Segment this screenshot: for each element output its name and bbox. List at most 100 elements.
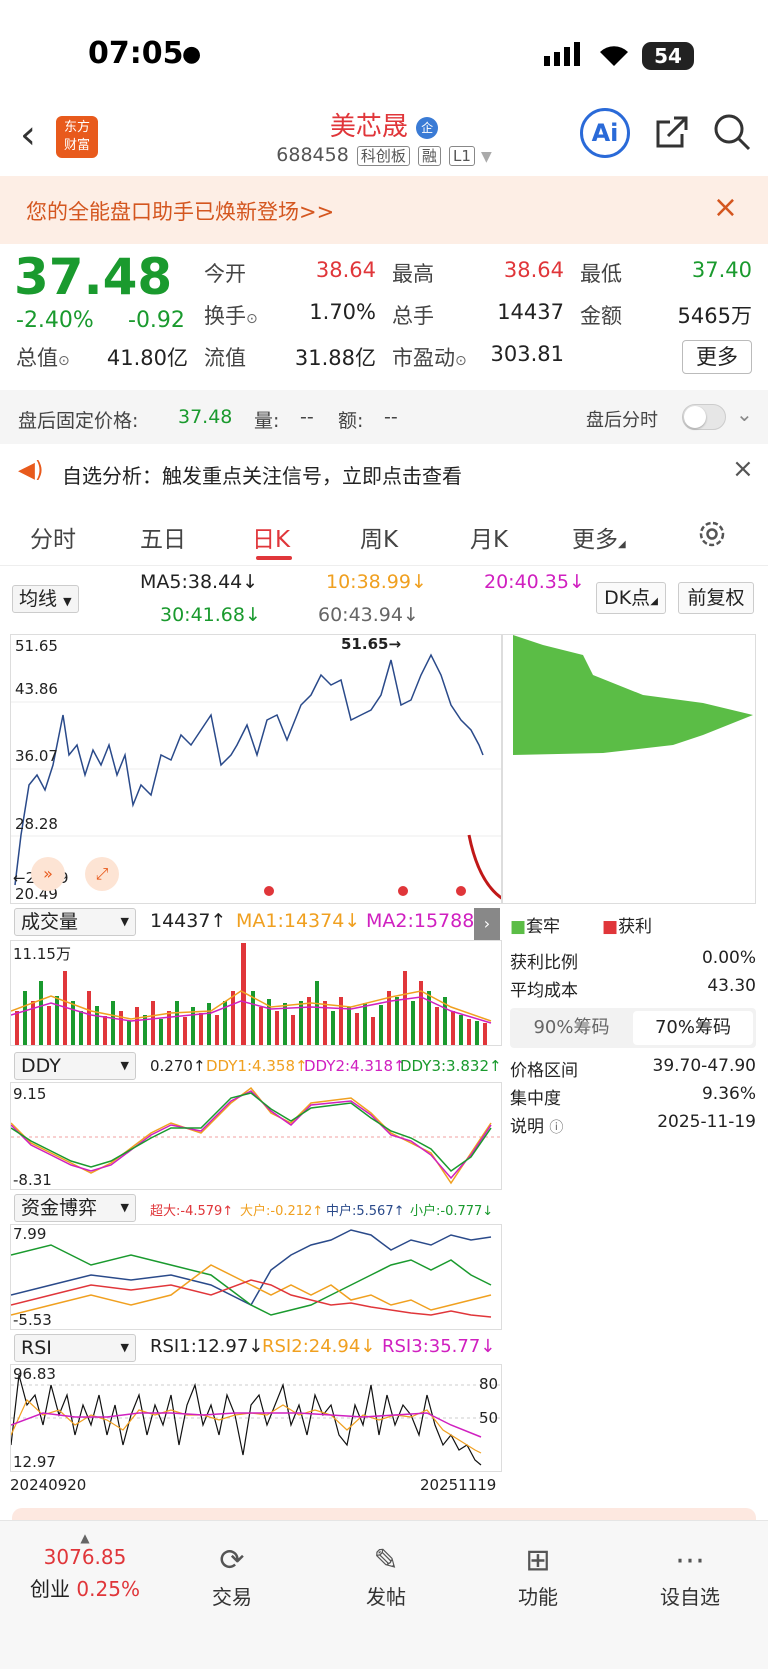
ai-button[interactable]: Ai <box>580 108 630 158</box>
tab-monthly-k[interactable]: 月K <box>470 527 509 553</box>
expand-icon[interactable]: ⤢ <box>85 857 119 891</box>
after-hours-toggle[interactable] <box>682 404 726 430</box>
drawer-edge <box>12 1508 756 1520</box>
speaker-icon: ◀) <box>18 458 44 483</box>
fund-chart: 7.99 -5.53 <box>10 1224 502 1330</box>
price-line <box>14 653 484 886</box>
ddy-value: 0.270↑ <box>150 1057 206 1075</box>
tab-weekly-k[interactable]: 周K <box>360 527 399 553</box>
tag-level: L1 <box>448 146 475 166</box>
wifi-icon <box>596 40 632 72</box>
close-icon[interactable]: × <box>732 454 754 484</box>
max-label: 51.65→ <box>341 635 401 653</box>
after-hours-price: 37.48 <box>178 406 233 428</box>
quote-label-amount: 金额 <box>580 304 622 328</box>
tab-chip-90[interactable]: 90%筹码 <box>533 1017 610 1038</box>
ddy2-value: DDY2:4.318↑ <box>304 1057 406 1075</box>
more-button[interactable]: 更多 <box>682 340 752 374</box>
after-hours-vol: -- <box>300 406 314 428</box>
adjust-button[interactable]: 前复权 <box>678 582 754 614</box>
status-bar: 07:05 ● 54 <box>0 0 768 110</box>
rsi3-value: RSI3:35.77↓ <box>382 1336 496 1357</box>
rsi2-value: RSI2:24.94↓ <box>262 1336 376 1357</box>
gear-icon[interactable] <box>696 518 728 554</box>
tab-intraday[interactable]: 分时 <box>30 527 76 553</box>
ddy-selector[interactable]: DDY ▼ <box>14 1052 136 1080</box>
collapse-icon[interactable]: » <box>31 857 65 891</box>
quote-label-open: 今开 <box>204 262 246 286</box>
axis-y2: 43.86 <box>15 680 58 698</box>
nav-header: ‹ 东方 财富 美芯晟 企 688458 科创板 融 L1 ▼ Ai <box>0 100 768 176</box>
fund-axis-top: 7.99 <box>13 1225 47 1243</box>
battery-icon: 54 <box>642 42 694 70</box>
quote-value-amount: 5465万 <box>677 304 752 328</box>
banner-text[interactable]: 您的全能盘口助手已焕新登场>> <box>26 200 335 224</box>
ddy-axis-bottom: -8.31 <box>13 1171 52 1189</box>
quote-label-high: 最高 <box>392 262 434 286</box>
fund-small-line <box>10 1244 492 1316</box>
quote-label-mktcap: 总值⊙ <box>16 346 70 370</box>
dk-point-button[interactable]: DK点◢ <box>596 582 666 614</box>
chip-distribution-chart <box>502 634 756 904</box>
search-icon[interactable] <box>712 112 752 156</box>
ddy3-value: DDY3:3.832↑ <box>400 1057 502 1075</box>
back-icon[interactable]: ‹ <box>20 112 36 158</box>
chip-row-note: 说明 ⓘ 2025-11-19 <box>510 1112 756 1137</box>
chevron-right-icon[interactable]: › <box>474 908 500 940</box>
chevron-down-icon[interactable]: ▼ <box>480 149 492 165</box>
add-watchlist-button[interactable]: ⋯ 设自选 <box>640 1541 740 1610</box>
tab-chip-70[interactable]: 70%筹码 <box>633 1011 753 1045</box>
after-hours-bar: 盘后固定价格: 37.48 量: -- 额: -- 盘后分时 ⌄ <box>0 390 768 444</box>
quote-label-pe: 市盈动⊙ <box>392 346 467 370</box>
fund-large: 大户:-0.212↑ <box>240 1204 324 1219</box>
change-percent: -2.40% <box>16 308 94 333</box>
trade-button[interactable]: ⟳ 交易 <box>182 1541 282 1610</box>
stock-code: 688458 科创板 融 L1 ▼ <box>276 144 492 166</box>
tag-board: 科创板 <box>356 146 410 166</box>
ddy1-value: DDY1:4.358↑ <box>206 1057 308 1075</box>
info-icon: ⓘ <box>549 1120 564 1136</box>
tab-daily-k[interactable]: 日K <box>252 527 291 553</box>
after-hours-toggle-label: 盘后分时 <box>586 410 658 431</box>
enterprise-badge: 企 <box>416 116 439 139</box>
fund-axis-bottom: -5.53 <box>13 1311 52 1329</box>
stock-name: 美芯晟 企 <box>0 106 768 143</box>
ma-selector[interactable]: 均线 ▼ <box>12 585 79 613</box>
tab-more[interactable]: 更多◢ <box>572 527 626 553</box>
tab-5day[interactable]: 五日 <box>140 527 186 553</box>
rsi2-line <box>10 1398 482 1454</box>
bottom-bar: ▲ 3076.85 创业 0.25% ⟳ 交易 ✎ 发帖 ⊞ 功能 ⋯ 设自选 <box>0 1520 768 1669</box>
period-tabs: 分时 五日 日K 周K 月K 更多◢ <box>0 506 768 566</box>
rsi-selector[interactable]: RSI ▼ <box>14 1334 136 1362</box>
quote-value-volume: 14437 <box>497 300 564 324</box>
fund-super-line <box>10 1279 492 1318</box>
alert-bar[interactable]: ◀) 自选分析：触发重点关注信号，立即点击查看 × <box>0 444 768 502</box>
alert-text[interactable]: 自选分析：触发重点关注信号，立即点击查看 <box>62 464 462 488</box>
quote-label-low: 最低 <box>580 262 622 286</box>
rsi3-line <box>10 1412 482 1438</box>
ma10-value: 10:38.99↓ <box>326 571 427 593</box>
volume-selector[interactable]: 成交量 ▼ <box>14 908 136 936</box>
quote-value-mktcap: 41.80亿 <box>106 346 188 370</box>
after-hours-label: 盘后固定价格: <box>18 410 139 432</box>
signal-icon <box>544 42 584 70</box>
index-widget[interactable]: ▲ 3076.85 创业 0.25% <box>20 1531 150 1602</box>
tab-indicator <box>256 556 292 560</box>
after-hours-amt: -- <box>384 406 398 428</box>
quote-value-turnover: 1.70% <box>309 300 376 324</box>
chevron-down-icon[interactable]: ⌄ <box>736 402 753 426</box>
share-icon[interactable] <box>652 112 692 156</box>
fund-selector[interactable]: 资金博弈 ▼ <box>14 1194 136 1222</box>
ma60-value: 60:43.94↓ <box>318 604 419 626</box>
post-button[interactable]: ✎ 发帖 <box>336 1541 436 1610</box>
chip-tabs: 90%筹码 70%筹码 <box>510 1008 756 1048</box>
promo-banner[interactable]: 您的全能盘口助手已焕新登场>> × <box>0 176 768 244</box>
legend-trap: ■套牢 <box>510 917 561 937</box>
kline-chart[interactable]: 51.65→ ←20.49 51.65 43.86 36.07 28.28 20… <box>10 634 502 904</box>
functions-button[interactable]: ⊞ 功能 <box>488 1541 588 1610</box>
axis-top: 51.65 <box>15 637 58 655</box>
change-amount: -0.92 <box>128 308 185 333</box>
close-icon[interactable]: × <box>712 190 738 225</box>
edit-icon: ✎ <box>373 1543 399 1578</box>
fund-super: 超大:-4.579↑ <box>150 1204 234 1219</box>
